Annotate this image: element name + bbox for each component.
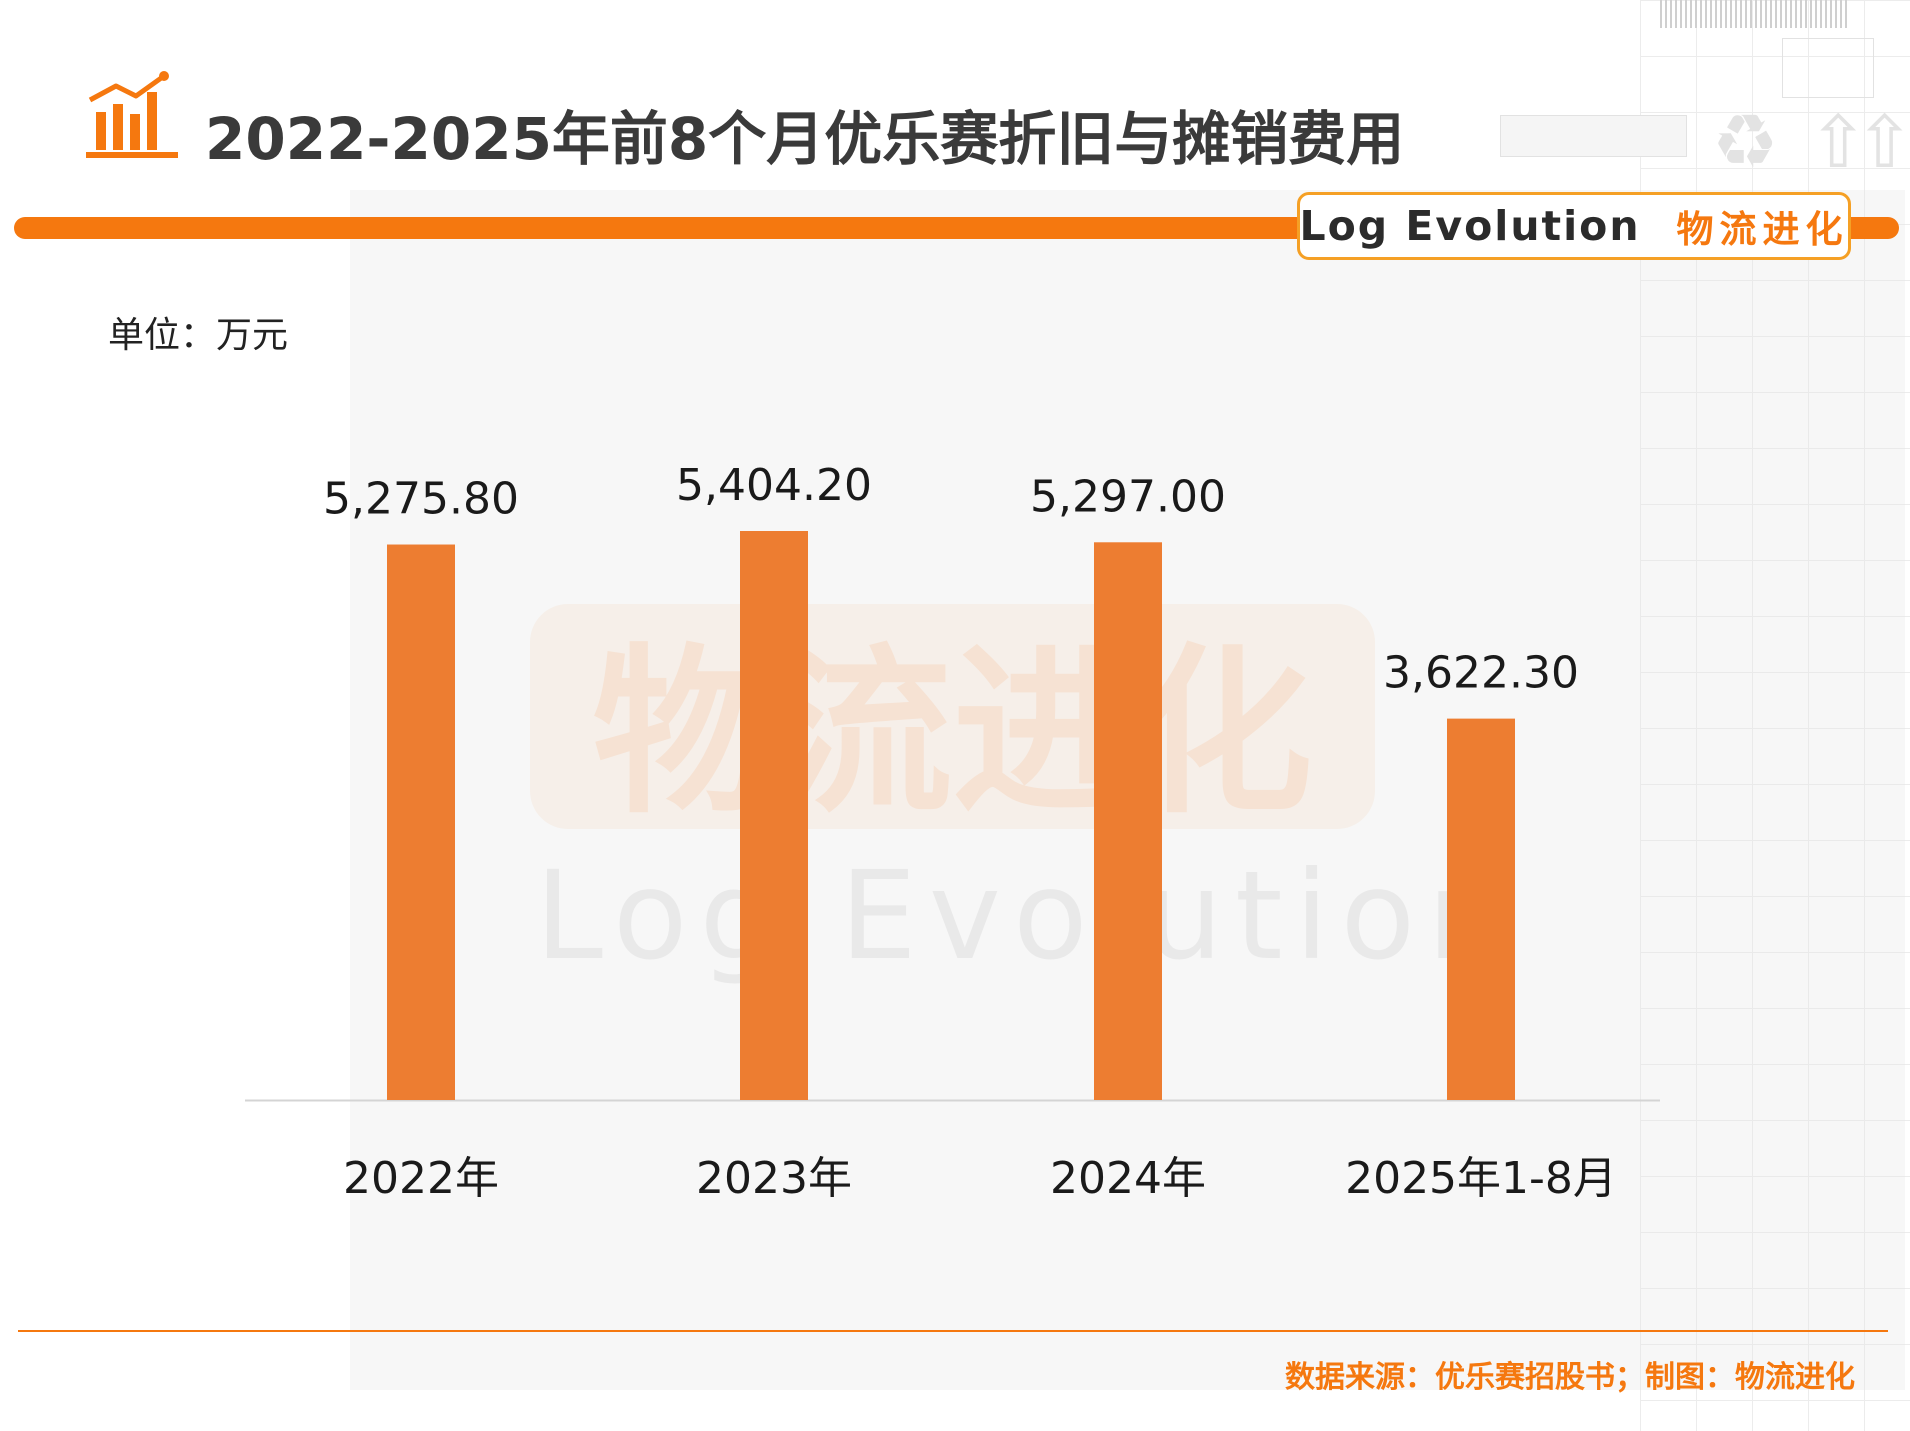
category-label-0: 2022年 <box>343 1153 499 1204</box>
brand-name-cn: 物流进化 <box>1676 208 1849 251</box>
recycle-icon: ♻ <box>1712 99 1779 185</box>
watermark-en: Log Evolution <box>535 845 1517 987</box>
bar-3 <box>1447 718 1515 1100</box>
category-label-2: 2024年 <box>1050 1153 1206 1204</box>
page-title: 2022-2025年前8个月优乐赛折旧与摊销费用 <box>205 105 1405 173</box>
data-label-2: 5,297.00 <box>1030 471 1226 522</box>
data-label-1: 5,404.20 <box>676 460 872 511</box>
bar-0 <box>387 544 455 1100</box>
data-label-0: 5,275.80 <box>323 474 519 525</box>
bar-chart-icon <box>86 71 178 158</box>
barcode-decoration <box>1660 0 1850 28</box>
footer-rule <box>18 1330 1888 1332</box>
source-note: 数据来源：优乐赛招股书；制图：物流进化 <box>1285 1360 1855 1395</box>
data-label-3: 3,622.30 <box>1383 648 1579 699</box>
stamp-decoration <box>1782 38 1874 98</box>
watermark-cn: 物流进化 <box>592 629 1313 838</box>
this-side-up-icon: ⇧⇧ <box>1808 100 1910 184</box>
bar-2 <box>1094 542 1162 1100</box>
bar-1 <box>740 531 808 1100</box>
category-label-1: 2023年 <box>696 1153 852 1204</box>
category-label-3: 2025年1-8月 <box>1345 1153 1617 1204</box>
brand-badge: Log Evolution 物流进化 <box>1297 192 1851 260</box>
watermark-box <box>530 604 1375 829</box>
shipping-label-decoration <box>1500 115 1687 157</box>
unit-label: 单位：万元 <box>108 315 289 356</box>
brand-name-en: Log Evolution <box>1299 202 1641 250</box>
